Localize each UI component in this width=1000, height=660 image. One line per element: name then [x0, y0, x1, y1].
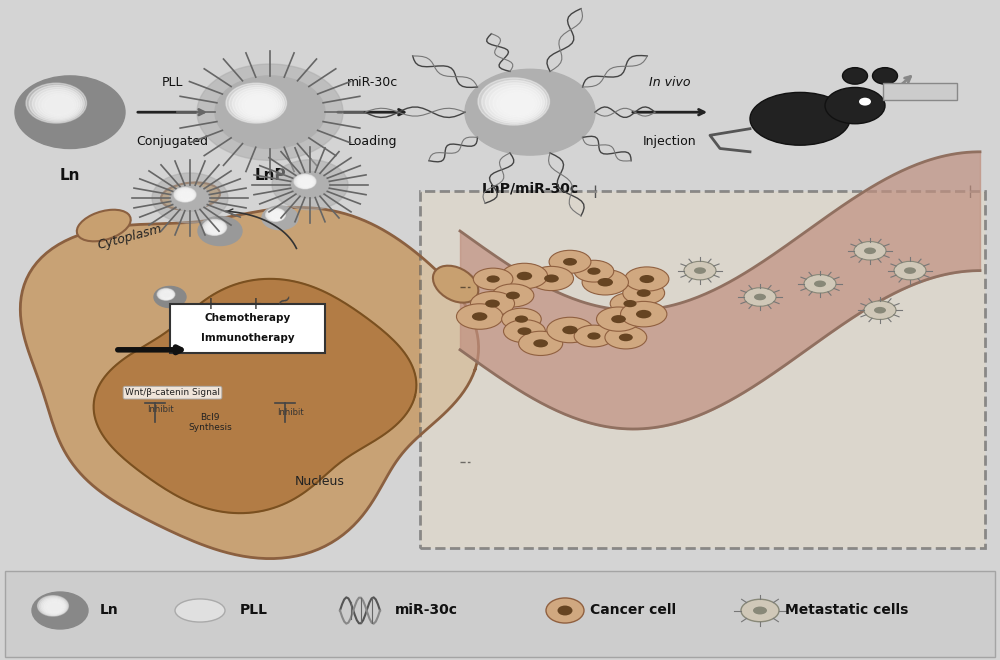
Ellipse shape — [517, 327, 531, 335]
Circle shape — [179, 191, 193, 200]
Text: miR-30c: miR-30c — [347, 76, 398, 89]
Ellipse shape — [574, 260, 614, 282]
Circle shape — [206, 222, 224, 234]
Ellipse shape — [433, 266, 478, 303]
Ellipse shape — [741, 599, 779, 622]
Text: Immunotherapy: Immunotherapy — [201, 333, 294, 343]
Ellipse shape — [621, 302, 667, 327]
Circle shape — [242, 94, 276, 116]
Ellipse shape — [529, 267, 574, 290]
Ellipse shape — [562, 326, 578, 334]
Circle shape — [294, 174, 316, 189]
Circle shape — [273, 213, 281, 218]
Circle shape — [197, 64, 343, 160]
Ellipse shape — [864, 248, 876, 254]
Circle shape — [176, 189, 194, 201]
Ellipse shape — [625, 267, 669, 291]
Circle shape — [39, 597, 67, 615]
Circle shape — [180, 191, 192, 199]
Ellipse shape — [623, 300, 637, 307]
Circle shape — [175, 188, 195, 201]
Circle shape — [232, 87, 282, 120]
Ellipse shape — [814, 280, 826, 287]
Circle shape — [38, 596, 68, 616]
Circle shape — [300, 178, 312, 186]
Ellipse shape — [825, 88, 885, 124]
FancyBboxPatch shape — [883, 83, 957, 100]
Ellipse shape — [750, 92, 850, 145]
Ellipse shape — [574, 325, 614, 347]
Ellipse shape — [694, 267, 706, 274]
Text: PLL: PLL — [162, 76, 183, 89]
Circle shape — [204, 220, 226, 235]
Circle shape — [182, 193, 191, 199]
Polygon shape — [20, 207, 479, 558]
Ellipse shape — [744, 288, 776, 306]
Text: LnP: LnP — [254, 168, 286, 183]
Circle shape — [478, 78, 550, 125]
Circle shape — [210, 224, 221, 232]
Ellipse shape — [506, 292, 520, 299]
Circle shape — [267, 209, 285, 221]
Circle shape — [296, 176, 314, 187]
Circle shape — [158, 289, 174, 300]
Ellipse shape — [456, 304, 503, 329]
Circle shape — [159, 290, 174, 300]
Circle shape — [269, 211, 283, 220]
Circle shape — [44, 600, 64, 613]
Circle shape — [32, 87, 82, 120]
Circle shape — [160, 290, 173, 299]
Ellipse shape — [175, 599, 225, 622]
Ellipse shape — [485, 300, 500, 308]
Circle shape — [500, 92, 534, 115]
Circle shape — [270, 211, 283, 220]
Text: Bcl9
Synthesis: Bcl9 Synthesis — [188, 412, 232, 432]
Ellipse shape — [517, 272, 532, 280]
Ellipse shape — [549, 250, 591, 273]
Ellipse shape — [587, 333, 601, 340]
Ellipse shape — [77, 210, 131, 242]
Ellipse shape — [161, 182, 220, 210]
Text: Conjugated: Conjugated — [136, 135, 208, 148]
Text: Inhibit: Inhibit — [277, 408, 303, 417]
Circle shape — [42, 94, 76, 116]
Circle shape — [49, 603, 61, 611]
Text: PLL: PLL — [240, 603, 268, 618]
Ellipse shape — [864, 301, 896, 319]
Circle shape — [207, 222, 223, 233]
Text: Injection: Injection — [643, 135, 697, 148]
Circle shape — [42, 599, 65, 614]
Circle shape — [26, 83, 87, 123]
Ellipse shape — [754, 294, 766, 300]
Ellipse shape — [473, 268, 513, 290]
Circle shape — [266, 209, 285, 221]
Circle shape — [268, 210, 284, 220]
Text: In vivo: In vivo — [649, 76, 691, 89]
Ellipse shape — [854, 242, 886, 260]
FancyBboxPatch shape — [170, 304, 325, 353]
Circle shape — [272, 213, 281, 218]
FancyBboxPatch shape — [420, 191, 985, 548]
Circle shape — [32, 592, 88, 629]
Ellipse shape — [598, 278, 613, 286]
Ellipse shape — [872, 67, 898, 84]
Polygon shape — [94, 279, 416, 513]
Circle shape — [152, 173, 228, 223]
Text: +: + — [248, 294, 262, 313]
Circle shape — [41, 598, 66, 614]
Circle shape — [164, 293, 170, 297]
Ellipse shape — [546, 598, 584, 623]
Circle shape — [301, 179, 311, 185]
Circle shape — [15, 76, 125, 148]
Circle shape — [205, 221, 225, 234]
Text: Chemotherapy: Chemotherapy — [204, 313, 291, 323]
Circle shape — [45, 96, 74, 115]
Ellipse shape — [502, 308, 541, 330]
Circle shape — [482, 81, 547, 123]
Circle shape — [290, 172, 330, 198]
Circle shape — [181, 192, 191, 199]
Text: miR-30c: miR-30c — [395, 603, 458, 618]
Circle shape — [162, 292, 172, 298]
Circle shape — [235, 89, 280, 119]
